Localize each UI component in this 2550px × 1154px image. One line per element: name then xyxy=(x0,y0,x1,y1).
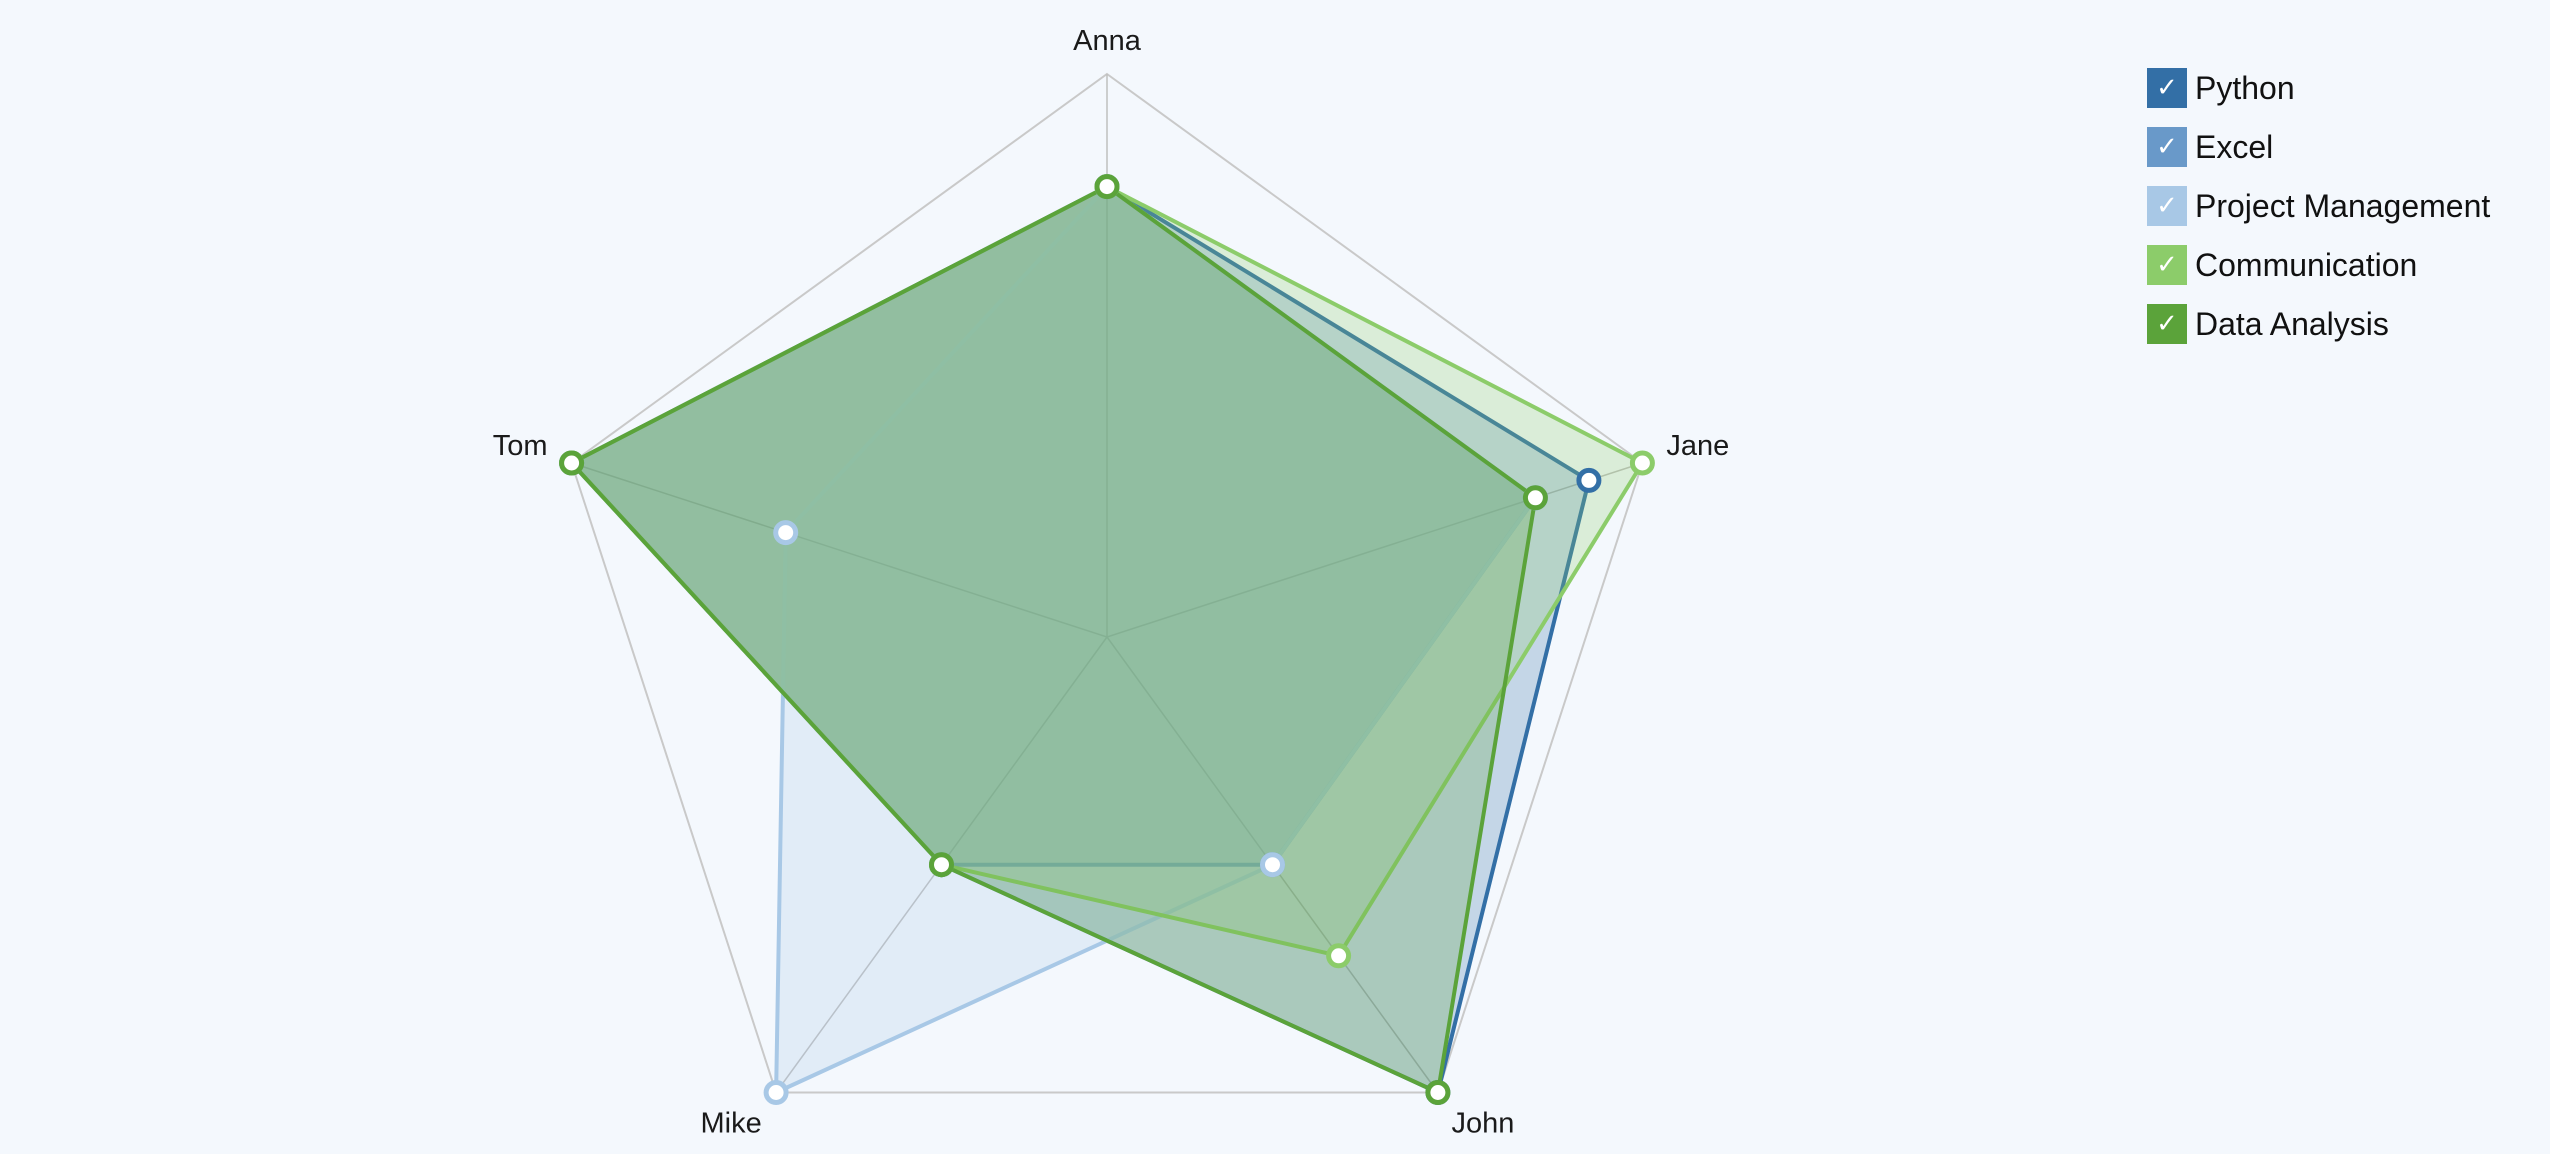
legend-label: Communication xyxy=(2195,246,2418,283)
data-point-data-analysis-tom xyxy=(559,450,585,476)
axis-label-anna: Anna xyxy=(1073,25,1142,57)
data-point-data-analysis-mike xyxy=(929,852,954,878)
data-point-project-management-john xyxy=(1260,852,1285,878)
data-point-communication-john xyxy=(1326,943,1352,969)
checkbox-icon[interactable]: ✓ xyxy=(2147,245,2187,285)
legend-item-communication[interactable]: ✓ Communication xyxy=(2147,245,2490,285)
legend-label: Python xyxy=(2195,69,2295,106)
data-point-python-jane xyxy=(1576,467,1602,493)
legend-item-data-analysis[interactable]: ✓ Data Analysis xyxy=(2147,304,2490,344)
axis-spoke-jane xyxy=(1106,462,1643,638)
legend: ✓ Python ✓ Excel ✓ Project Management ✓ … xyxy=(2147,68,2490,344)
axis-label-mike: Mike xyxy=(700,1108,761,1140)
data-point-data-analysis-jane xyxy=(1522,485,1548,511)
legend-item-python[interactable]: ✓ Python xyxy=(2147,68,2490,108)
checkbox-icon[interactable]: ✓ xyxy=(2147,304,2187,344)
legend-label: Excel xyxy=(2195,128,2274,165)
data-point-project-management-mike xyxy=(763,1080,789,1105)
checkbox-icon[interactable]: ✓ xyxy=(2147,186,2187,226)
axis-spoke-tom xyxy=(571,462,1108,638)
legend-item-project-management[interactable]: ✓ Project Management xyxy=(2147,186,2490,226)
axis-label-john: John xyxy=(1451,1108,1514,1140)
data-point-communication-jane xyxy=(1629,450,1655,476)
series-area-data-analysis xyxy=(569,184,1538,1095)
checkbox-icon[interactable]: ✓ xyxy=(2147,127,2187,167)
checkbox-icon[interactable]: ✓ xyxy=(2147,68,2187,108)
axis-label-tom: Tom xyxy=(493,430,548,462)
data-point-data-analysis-john xyxy=(1425,1080,1451,1105)
legend-label: Data Analysis xyxy=(2195,305,2389,342)
axis-label-jane: Jane xyxy=(1666,430,1729,462)
grid-pentagon xyxy=(570,72,1644,1094)
legend-item-excel[interactable]: ✓ Excel xyxy=(2147,127,2490,167)
legend-label: Project Management xyxy=(2195,187,2491,224)
data-point-data-analysis-anna xyxy=(1094,174,1120,200)
data-point-project-management-tom xyxy=(773,520,799,546)
